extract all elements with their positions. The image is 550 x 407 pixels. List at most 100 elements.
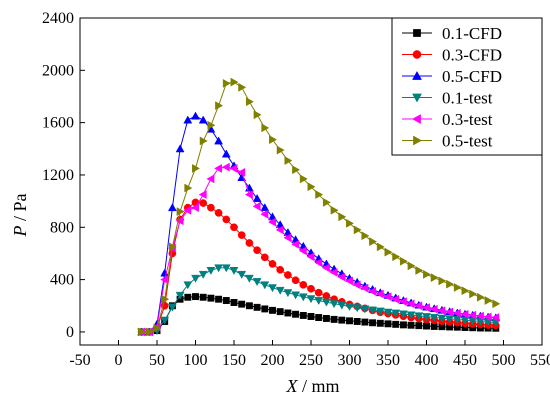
data-point xyxy=(276,145,285,155)
data-point xyxy=(260,209,269,219)
data-point xyxy=(284,156,293,165)
legend-box xyxy=(391,17,543,156)
data-point xyxy=(161,294,170,304)
data-point xyxy=(315,190,324,200)
data-point xyxy=(461,286,470,296)
data-point xyxy=(291,276,300,285)
data-point xyxy=(214,163,223,173)
y-tick-label: 2400 xyxy=(42,10,74,27)
data-point xyxy=(338,316,346,324)
data-point xyxy=(167,203,177,212)
data-point xyxy=(207,203,215,212)
data-point xyxy=(314,297,324,306)
data-point xyxy=(376,242,385,252)
data-point xyxy=(361,231,370,241)
data-point xyxy=(176,207,185,217)
data-point xyxy=(291,291,301,300)
data-point xyxy=(198,115,208,124)
data-point xyxy=(475,311,484,321)
legend-marker xyxy=(412,70,422,80)
data-point xyxy=(291,239,300,249)
series-0.5-test xyxy=(138,77,501,337)
y-tick-label: 2000 xyxy=(42,62,74,79)
data-point xyxy=(284,271,292,279)
data-point xyxy=(215,295,223,303)
data-point xyxy=(375,307,385,316)
data-point xyxy=(299,311,307,319)
data-point xyxy=(275,225,284,235)
data-point xyxy=(222,215,231,224)
data-point xyxy=(330,315,338,323)
y-tick-label: 1200 xyxy=(42,167,74,184)
data-point xyxy=(407,261,416,271)
y-tick-label: 1600 xyxy=(42,115,74,132)
data-point xyxy=(322,314,330,322)
data-point xyxy=(245,302,253,310)
data-point xyxy=(422,313,431,322)
data-point xyxy=(269,306,276,314)
data-point xyxy=(261,123,270,133)
data-point xyxy=(284,309,292,317)
data-point xyxy=(452,308,461,318)
data-point xyxy=(392,320,400,328)
legend-item: 0.3-CFD xyxy=(402,46,502,65)
legend-label: 0.3-test xyxy=(442,110,493,129)
data-point xyxy=(415,322,423,330)
x-tick-label: 250 xyxy=(299,352,323,369)
data-point xyxy=(368,286,377,296)
data-point xyxy=(346,317,353,325)
data-point xyxy=(175,144,185,153)
legend-label: 0.5-test xyxy=(442,132,493,151)
data-point xyxy=(221,264,231,273)
data-point xyxy=(438,276,447,286)
data-point xyxy=(192,293,199,301)
data-point xyxy=(190,203,199,213)
data-point xyxy=(275,286,285,295)
data-point xyxy=(491,313,500,322)
data-point xyxy=(207,120,216,130)
data-point xyxy=(368,306,378,315)
data-point xyxy=(484,296,493,305)
data-point xyxy=(360,283,369,293)
data-point xyxy=(276,308,284,316)
data-point xyxy=(315,314,323,321)
data-point xyxy=(469,289,478,299)
data-point xyxy=(445,307,454,317)
legend: 0.1-CFD 0.3-CFD 0.5-CFD 0.1-test 0.3-test 0.5… xyxy=(391,17,543,156)
data-point xyxy=(214,136,224,145)
data-point xyxy=(383,308,393,317)
data-point xyxy=(183,205,192,215)
data-point xyxy=(322,292,331,300)
data-point xyxy=(306,252,315,262)
legend-label: 0.5-CFD xyxy=(442,67,502,86)
data-point xyxy=(453,283,462,292)
data-point xyxy=(175,291,185,300)
data-point xyxy=(392,252,401,262)
data-point xyxy=(184,183,193,193)
data-point xyxy=(230,299,238,306)
data-point xyxy=(138,327,147,337)
x-tick-label: 200 xyxy=(261,352,285,369)
data-point xyxy=(437,314,447,323)
legend-label: 0.1-test xyxy=(442,89,493,108)
data-point xyxy=(414,312,424,321)
data-point xyxy=(398,297,407,306)
data-point xyxy=(261,305,269,313)
data-point xyxy=(307,284,315,293)
data-point xyxy=(199,136,208,146)
data-point xyxy=(276,265,285,274)
data-point xyxy=(253,246,261,255)
data-point xyxy=(421,303,430,313)
data-point xyxy=(192,163,201,173)
data-point xyxy=(221,149,231,158)
data-point xyxy=(191,274,200,283)
data-point xyxy=(269,135,278,145)
data-point xyxy=(314,288,323,297)
data-point xyxy=(229,266,239,275)
x-tick-label: 100 xyxy=(184,352,208,369)
data-point xyxy=(314,258,323,268)
x-tick-label: -50 xyxy=(69,352,90,369)
data-point xyxy=(344,276,353,286)
data-point xyxy=(268,260,277,268)
